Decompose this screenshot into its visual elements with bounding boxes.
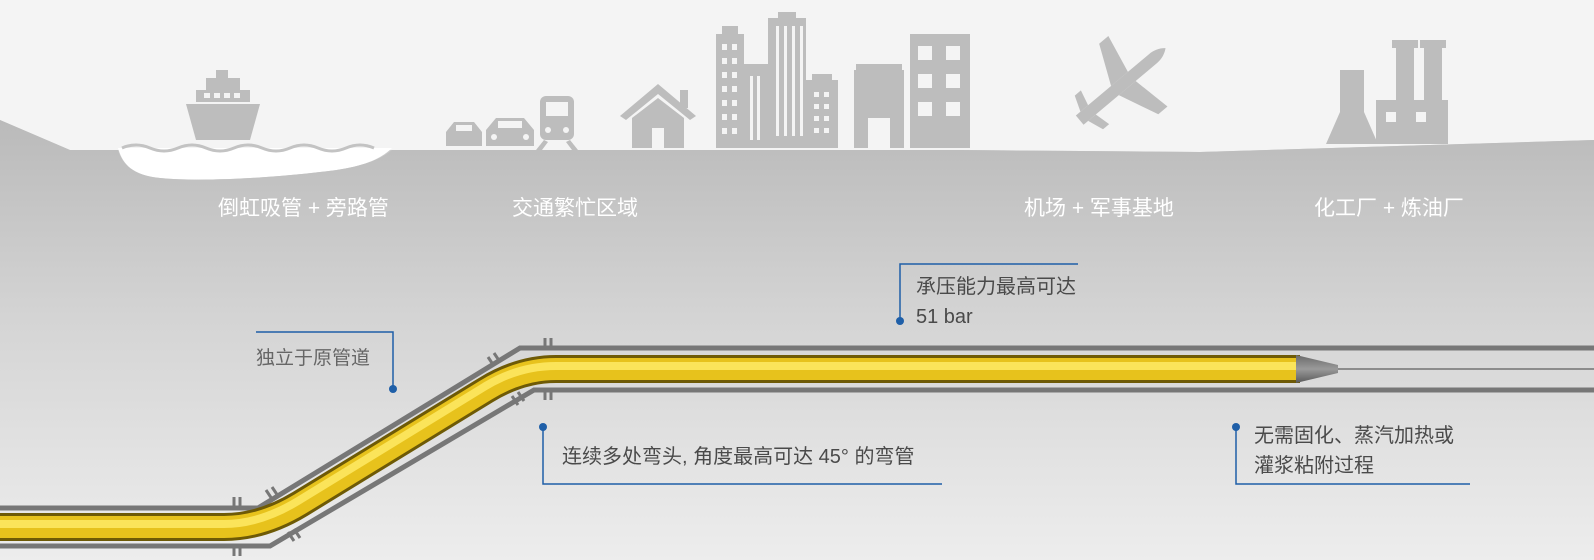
callout-leaders — [256, 263, 1470, 485]
factory-building-icon — [854, 34, 970, 148]
callout-dots — [389, 317, 1240, 431]
callout-pressure-line2: 51 bar — [916, 306, 973, 328]
house-icon — [620, 84, 696, 148]
ship-icon — [186, 70, 260, 140]
car-icon — [446, 118, 534, 146]
label-chemical-refinery: 化工厂 + 炼油厂 — [1314, 197, 1464, 220]
label-siphon-bypass: 倒虹吸管 + 旁路管 — [218, 197, 389, 220]
label-busy-traffic: 交通繁忙区域 — [512, 197, 638, 220]
callout-independent: 独立于原管道 — [256, 347, 371, 369]
soil-layer — [0, 120, 1594, 560]
callout-bends: 连续多处弯头, 角度最高可达 45° 的弯管 — [562, 446, 915, 468]
wave-lines — [121, 143, 375, 153]
label-airport-military: 机场 + 军事基地 — [1024, 197, 1174, 220]
callout-no-cure: 无需固化、蒸汽加热或 灌浆粘附过程 — [1254, 421, 1454, 481]
callout-no-cure-line1: 无需固化、蒸汽加热或 — [1254, 425, 1454, 447]
callout-pressure-line1: 承压能力最高可达 — [916, 276, 1076, 298]
airplane-icon — [1074, 36, 1168, 130]
river-water — [118, 148, 392, 180]
yellow-liner — [0, 355, 1300, 541]
pipe-joint-marks — [232, 338, 553, 556]
callout-pressure: 承压能力最高可达 51 bar — [916, 272, 1076, 332]
train-icon — [536, 96, 578, 150]
chemical-plant-icon — [1326, 40, 1448, 144]
liner-cone-head — [1296, 355, 1338, 383]
host-pipe — [0, 345, 1594, 549]
callout-no-cure-line2: 灌浆粘附过程 — [1254, 455, 1374, 477]
city-buildings-icon — [716, 12, 838, 148]
